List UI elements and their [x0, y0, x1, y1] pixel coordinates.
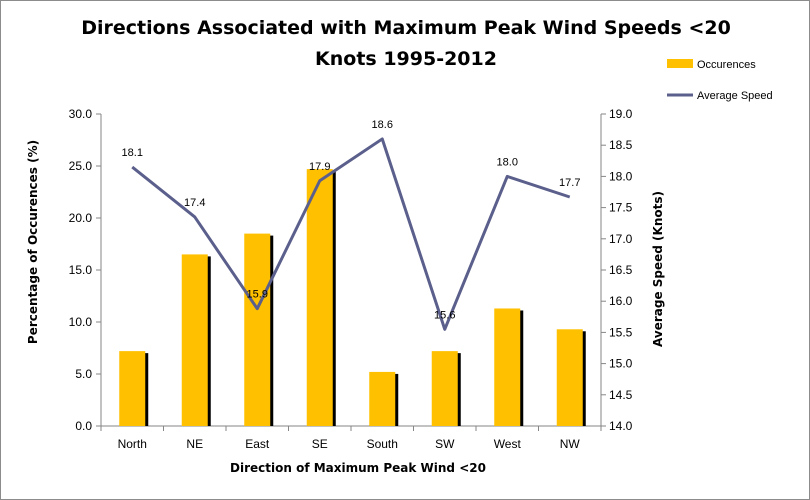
y2-tick-label: 17.0: [609, 232, 633, 246]
x-tick-label: West: [494, 437, 522, 451]
x-tick-label: SW: [435, 437, 455, 451]
axes: 0.0 5.0 10.0 15.0 20.0 25.0 30.0 14.0 14.5 15.0 15…: [69, 107, 633, 451]
y-tick-label: 25.0: [69, 159, 93, 173]
x-tick-label: SE: [312, 437, 328, 451]
legend-swatch-occurences: [667, 59, 693, 68]
average-speed-data-label: 17.4: [184, 197, 205, 209]
line-series: [131, 137, 571, 331]
y-tick-label: 15.0: [69, 263, 93, 277]
y2-tick-label: 14.0: [609, 419, 633, 433]
legend: Occurences Average Speed: [667, 59, 773, 102]
data-labels: 18.1 17.4 15.9 17.9 18.6 15.6 18.0 17.7: [122, 119, 581, 321]
y2-tick-label: 16.0: [609, 294, 633, 308]
bar-series: [119, 169, 586, 426]
y2-tick-label: 16.5: [609, 263, 633, 277]
x-tick-label: North: [118, 437, 147, 451]
bar-nw: [556, 329, 583, 426]
bar-east: [244, 233, 271, 426]
y-tick-label: 10.0: [69, 315, 93, 329]
x-tick-label: NW: [560, 437, 581, 451]
y-tick-label: 30.0: [69, 107, 93, 121]
y2-tick-label: 15.0: [609, 357, 633, 371]
x-tick-label: NE: [186, 437, 203, 451]
y-axis-title: Percentage of Occurences (%): [26, 140, 40, 344]
average-speed-data-label: 17.9: [309, 161, 330, 173]
x-tick-label: East: [245, 437, 270, 451]
y-tick-label: 5.0: [75, 367, 92, 381]
legend-label-average-speed: Average Speed: [697, 90, 773, 102]
average-speed-line: [131, 137, 571, 331]
average-speed-data-label: 17.7: [559, 177, 580, 189]
y2-tick-label: 17.5: [609, 201, 633, 215]
y2-tick-label: 15.5: [609, 325, 633, 339]
y2-tick-label: 18.0: [609, 169, 633, 183]
average-speed-data-label: 15.6: [434, 309, 455, 321]
bar-se: [306, 169, 333, 426]
y2-tick-label: 18.5: [609, 138, 633, 152]
average-speed-data-label: 18.1: [122, 147, 143, 159]
bar-south: [369, 371, 396, 426]
bar-west: [494, 308, 521, 426]
y-tick-label: 20.0: [69, 211, 93, 225]
bar-north: [119, 351, 146, 426]
y2-axis-title: Average Speed (Knots): [651, 191, 665, 347]
legend-label-occurences: Occurences: [697, 59, 756, 71]
chart-title-line-2: Knots 1995-2012: [315, 48, 497, 70]
chart-title: Directions Associated with Maximum Peak …: [81, 17, 731, 70]
chart-title-line-1: Directions Associated with Maximum Peak …: [81, 17, 731, 39]
x-tick-label: South: [367, 437, 398, 451]
bar-ne: [181, 254, 208, 426]
bar-sw: [431, 351, 458, 426]
x-axis-title: Direction of Maximum Peak Wind <20: [230, 461, 486, 475]
y2-tick-label: 19.0: [609, 107, 633, 121]
average-speed-data-label: 18.6: [372, 119, 393, 131]
y2-tick-label: 14.5: [609, 388, 633, 402]
y-tick-label: 0.0: [75, 419, 92, 433]
average-speed-data-label: 15.9: [247, 289, 268, 301]
average-speed-data-label: 18.0: [497, 156, 518, 168]
